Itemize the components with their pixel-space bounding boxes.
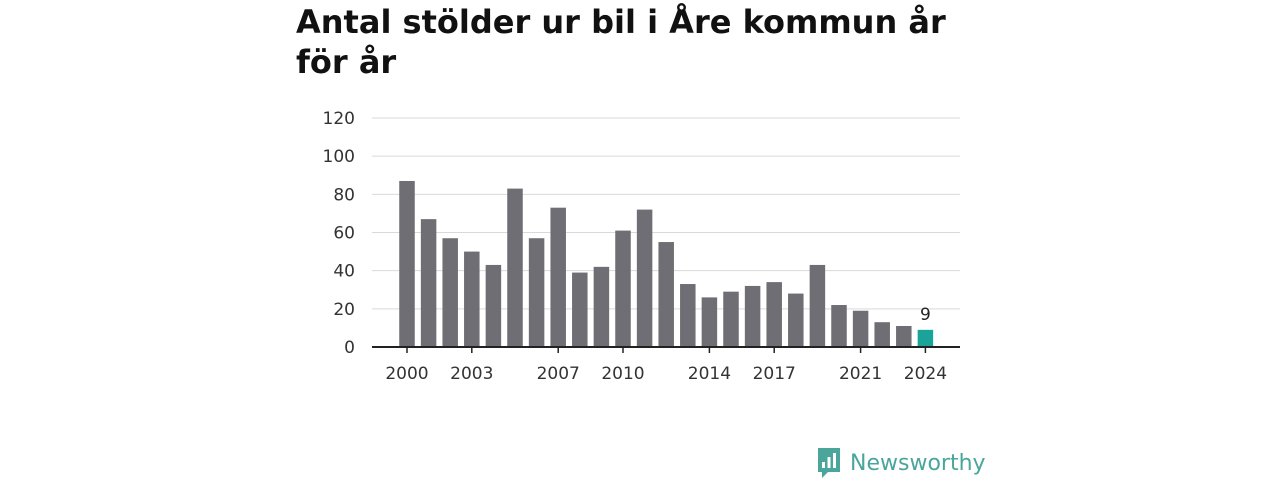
newsworthy-logo-icon — [818, 448, 840, 478]
x-tick-label: 2007 — [537, 364, 580, 384]
bar — [766, 282, 782, 347]
bar — [874, 322, 890, 347]
bar — [593, 266, 610, 347]
y-tick-label: 100 — [323, 147, 355, 167]
y-tick-label: 60 — [333, 224, 355, 244]
x-tick-label: 2000 — [385, 364, 428, 384]
bar — [636, 209, 653, 347]
y-tick-label: 40 — [333, 262, 355, 282]
bar — [896, 326, 912, 347]
x-tick-label: 2017 — [753, 364, 796, 384]
x-tick-label: 2003 — [450, 364, 493, 384]
bar — [442, 238, 458, 347]
y-tick-label: 80 — [333, 185, 355, 205]
bar — [485, 264, 502, 347]
data-label: 9 — [920, 305, 931, 325]
x-tick-label: 2010 — [601, 364, 644, 384]
x-tick-label: 2024 — [904, 364, 947, 384]
bar — [788, 293, 804, 347]
bar — [572, 272, 588, 347]
bar — [917, 329, 934, 347]
y-tick-label: 20 — [333, 300, 355, 320]
chart-title: Antal stölder ur bil i Åre kommun år för… — [296, 3, 946, 81]
y-tick-label: 0 — [344, 338, 355, 358]
bar — [550, 207, 566, 347]
y-tick-label: 120 — [323, 109, 355, 129]
bar — [701, 297, 718, 347]
bar — [831, 305, 847, 347]
bar — [399, 180, 415, 347]
bar — [658, 242, 674, 347]
bar — [507, 188, 523, 347]
x-tick-label: 2021 — [839, 364, 882, 384]
bar — [723, 291, 739, 347]
bar — [744, 285, 761, 347]
x-tick-label: 2014 — [688, 364, 731, 384]
brand-logo: Newsworthy — [816, 446, 986, 480]
bar — [528, 238, 545, 347]
bar — [615, 230, 631, 347]
bar — [420, 219, 437, 347]
brand-name: Newsworthy — [850, 450, 986, 476]
bar — [809, 264, 826, 347]
bar — [464, 251, 480, 347]
bar — [852, 310, 869, 347]
bar — [680, 284, 696, 347]
